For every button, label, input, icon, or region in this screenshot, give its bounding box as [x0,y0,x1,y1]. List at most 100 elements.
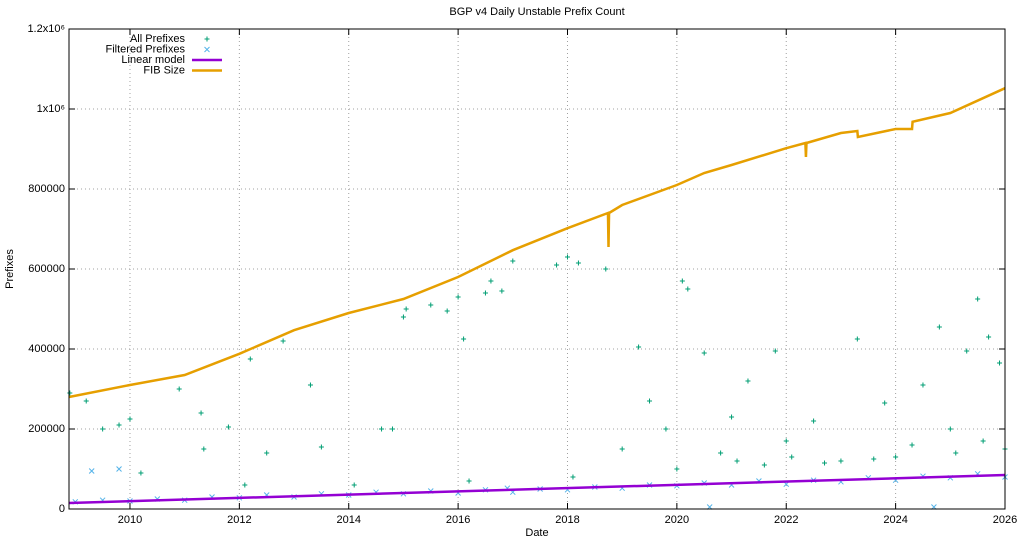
data-point [389,426,395,432]
plot-area [67,87,1008,510]
data-point [466,478,472,484]
y-tick-label: 400000 [28,343,65,355]
data-point [619,446,625,452]
x-tick-label: 2026 [993,514,1017,526]
data-point [636,344,642,350]
data-point [403,306,409,312]
data-point [772,348,778,354]
x-tick-label: 2014 [336,514,360,526]
plot-frame [68,28,1006,510]
data-point [701,350,707,356]
data-point [67,390,73,396]
data-point [499,288,505,294]
data-point [838,458,844,464]
data-point [647,398,653,404]
data-point [488,278,494,284]
data-point [980,438,986,444]
data-point [428,302,434,308]
data-point [789,454,795,460]
legend-marker [204,46,210,53]
data-point [351,482,357,488]
data-point [854,336,860,342]
legend-label: FIB Size [143,64,185,76]
data-point [264,450,270,456]
legend-label: Linear model [121,54,185,66]
x-tick-label: 2012 [227,514,251,526]
data-point [964,348,970,354]
data-point [318,444,324,450]
data-point [127,416,133,422]
legend-marker [204,36,210,42]
x-tick-label: 2016 [446,514,470,526]
data-point [482,290,488,296]
data-point [871,456,877,462]
data-point [564,254,570,260]
data-point [138,470,144,476]
data-point [225,424,231,430]
x-tick-label: 2024 [883,514,907,526]
data-point [947,426,953,432]
chart-title: BGP v4 Daily Unstable Prefix Count [449,6,624,18]
data-point [242,482,248,488]
x-axis-title: Date [525,527,548,539]
data-point [83,398,89,404]
data-point [679,278,685,284]
data-point [893,454,899,460]
data-point [761,462,767,468]
data-point [198,410,204,416]
data-point [570,474,576,480]
data-point [920,382,926,388]
data-point [603,266,609,272]
data-point [953,450,959,456]
data-point [510,258,516,264]
data-point [783,438,789,444]
data-point [575,260,581,266]
data-line [68,473,1006,505]
data-point [997,360,1003,366]
y-tick-label: 600000 [28,263,65,275]
data-point [400,314,406,320]
x-tick-label: 2018 [555,514,579,526]
data-point [674,466,680,472]
data-point [116,466,122,472]
data-point [685,286,691,292]
data-point [444,308,450,314]
y-tick-label: 800000 [28,183,65,195]
y-tick-label: 200000 [28,423,65,435]
y-axis-title: Prefixes [4,249,16,289]
data-point [116,422,122,428]
data-point [718,450,724,456]
data-point [663,426,669,432]
data-point [201,446,207,452]
data-point [280,338,286,344]
data-point [379,426,385,432]
data-point [909,442,915,448]
data-point [745,378,751,384]
y-tick-label: 0 [59,503,65,515]
data-point [307,382,313,388]
data-point [729,414,735,420]
data-point [461,336,467,342]
x-tick-label: 2020 [665,514,689,526]
x-tick-label: 2010 [118,514,142,526]
data-line [68,87,1006,399]
legend-label: All Prefixes [130,33,186,45]
x-tick-label: 2022 [774,514,798,526]
legend-label: Filtered Prefixes [106,43,186,55]
data-point [975,296,981,302]
data-point [554,262,560,268]
y-tick-label: 1.2x10⁶ [27,23,65,35]
data-point [936,324,942,330]
data-point [100,426,106,432]
data-point [247,356,253,362]
data-point [734,458,740,464]
data-point [455,294,461,300]
y-tick-label: 1x10⁶ [37,103,65,115]
data-point [822,460,828,466]
data-point [882,400,888,406]
data-point [176,386,182,392]
data-point [88,468,95,474]
